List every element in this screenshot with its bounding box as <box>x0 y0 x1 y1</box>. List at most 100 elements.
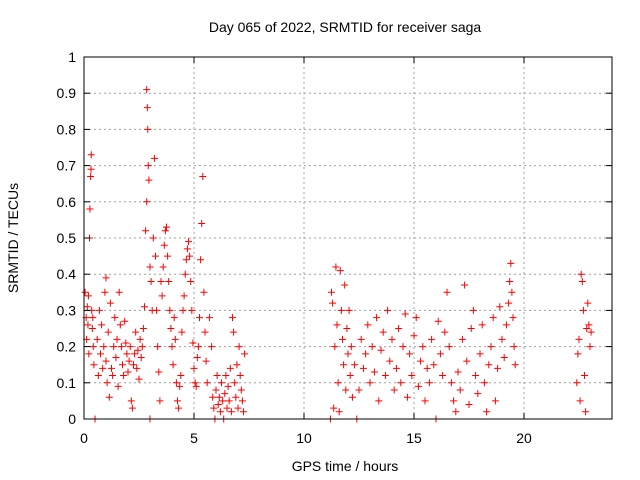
data-point <box>178 328 186 336</box>
data-point <box>329 299 337 307</box>
data-point <box>179 306 187 314</box>
data-point <box>209 393 217 401</box>
data-point <box>419 343 427 351</box>
data-point <box>100 343 108 351</box>
data-point <box>439 372 447 380</box>
data-point <box>134 346 142 354</box>
data-point <box>238 397 246 405</box>
data-point <box>341 281 349 289</box>
data-point <box>458 335 466 343</box>
data-point <box>443 288 451 296</box>
data-point <box>189 339 197 347</box>
data-point <box>469 306 477 314</box>
data-point <box>137 353 145 361</box>
data-point <box>97 350 104 358</box>
data-point <box>105 393 113 401</box>
data-point <box>85 350 93 358</box>
data-point <box>397 379 405 387</box>
x-tick-label: 10 <box>296 430 312 446</box>
data-point <box>577 270 585 278</box>
data-point <box>346 372 354 380</box>
data-point <box>384 306 392 314</box>
data-point <box>483 408 491 416</box>
data-point <box>494 364 502 372</box>
data-point <box>212 386 220 394</box>
data-point <box>214 401 222 409</box>
data-point <box>210 404 218 412</box>
data-point <box>231 379 239 387</box>
data-point <box>434 317 442 325</box>
data-point <box>227 408 235 416</box>
data-point <box>122 339 130 347</box>
x-axis-label: GPS time / hours <box>292 458 399 474</box>
data-point <box>192 382 200 390</box>
data-point <box>196 314 203 322</box>
data-point <box>199 172 207 180</box>
x-tick-label: 20 <box>516 430 532 446</box>
data-point <box>456 386 464 394</box>
data-point <box>578 277 586 285</box>
data-point <box>104 328 112 336</box>
data-point <box>403 393 411 401</box>
data-point <box>160 241 168 249</box>
data-point <box>582 408 590 416</box>
data-point <box>110 343 118 351</box>
y-tick-label: 1 <box>68 49 76 65</box>
data-point <box>142 227 150 235</box>
data-point <box>143 198 151 206</box>
y-tick-label: 0.9 <box>57 85 77 101</box>
data-point <box>102 357 110 365</box>
data-point <box>498 335 506 343</box>
data-point <box>480 379 488 387</box>
data-point <box>185 238 192 246</box>
data-point <box>87 172 95 180</box>
data-point <box>95 306 103 314</box>
data-point <box>108 364 115 372</box>
data-point <box>507 259 515 267</box>
data-point <box>489 314 497 322</box>
data-point <box>347 343 355 351</box>
data-point <box>362 350 370 358</box>
data-point <box>99 364 107 372</box>
data-point <box>90 361 98 369</box>
data-point <box>216 408 224 416</box>
data-point <box>388 335 396 343</box>
data-point <box>127 397 135 405</box>
data-point <box>417 357 425 365</box>
data-point <box>406 350 414 358</box>
axis-ticks: 00.10.20.30.40.50.60.70.80.910 5 10 15 20 <box>57 49 612 446</box>
data-point <box>157 277 165 285</box>
data-point <box>94 372 102 380</box>
data-point <box>450 397 458 405</box>
data-point <box>584 299 592 307</box>
data-point <box>168 343 176 351</box>
data-point <box>343 325 351 332</box>
data-point <box>235 343 243 351</box>
data-point <box>170 314 178 322</box>
data-point <box>181 270 189 278</box>
data-point <box>575 335 583 343</box>
data-point <box>359 364 367 372</box>
data-point <box>339 335 346 343</box>
data-point <box>370 368 378 376</box>
data-point <box>408 372 416 380</box>
data-point <box>574 350 582 358</box>
data-point <box>585 321 593 329</box>
data-point <box>125 357 133 365</box>
data-point <box>198 220 206 228</box>
data-point <box>447 379 455 387</box>
data-point <box>187 277 195 285</box>
data-point <box>379 328 387 336</box>
data-point <box>98 321 106 329</box>
data-point <box>133 364 141 372</box>
data-point <box>88 325 96 332</box>
data-point <box>373 314 381 322</box>
data-point <box>146 263 154 271</box>
data-point <box>89 343 97 351</box>
data-point <box>505 299 513 307</box>
data-point <box>508 288 516 296</box>
data-point <box>145 176 153 184</box>
data-point <box>176 382 184 390</box>
data-point <box>208 343 216 351</box>
data-point <box>120 372 128 380</box>
